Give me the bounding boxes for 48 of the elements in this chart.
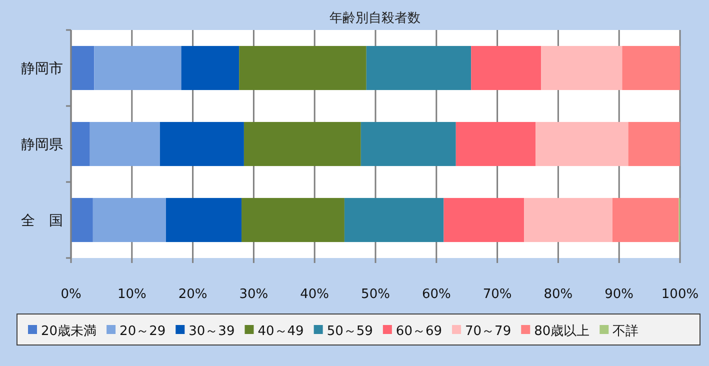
chart-title: 年齢別自殺者数 bbox=[330, 11, 420, 26]
x-tick-label: 20% bbox=[178, 287, 208, 302]
bar bbox=[242, 198, 344, 242]
bar bbox=[71, 198, 93, 242]
x-tick-label: 30% bbox=[239, 287, 268, 302]
x-tick-label: 10% bbox=[117, 287, 146, 302]
legend-label: 30～39 bbox=[188, 324, 235, 339]
x-tick-label: 0% bbox=[60, 287, 82, 302]
legend-label: 70～79 bbox=[465, 324, 512, 339]
bar bbox=[612, 198, 679, 242]
legend-label: 20歳未満 bbox=[41, 324, 97, 339]
y-tick-label: 静岡市 bbox=[21, 61, 63, 77]
bar bbox=[181, 46, 240, 90]
x-tick-label: 60% bbox=[422, 287, 451, 302]
bar bbox=[71, 46, 94, 90]
legend-label: 60～69 bbox=[396, 324, 442, 339]
bar bbox=[524, 198, 612, 242]
bar bbox=[456, 122, 536, 166]
bar bbox=[166, 198, 242, 242]
legend-label: 80歳以上 bbox=[534, 324, 590, 339]
bar bbox=[360, 122, 456, 166]
bar bbox=[92, 198, 166, 242]
bar bbox=[628, 122, 680, 166]
legend-label: 20～29 bbox=[120, 324, 166, 339]
x-tick-label: 100% bbox=[661, 287, 699, 302]
y-tick-label: 静岡県 bbox=[21, 137, 63, 153]
legend-label: 不詳 bbox=[612, 324, 639, 339]
bar bbox=[94, 46, 182, 90]
bar bbox=[622, 46, 680, 90]
bar bbox=[366, 46, 472, 90]
bar bbox=[90, 122, 160, 166]
bar bbox=[71, 122, 90, 166]
bar bbox=[244, 122, 361, 166]
bar bbox=[239, 46, 366, 90]
legend-label: 50～59 bbox=[326, 324, 373, 339]
bar bbox=[160, 122, 244, 166]
bar bbox=[344, 198, 444, 242]
y-tick-label: 全 国 bbox=[21, 213, 63, 229]
legend-label: 40～49 bbox=[258, 324, 304, 339]
bar bbox=[541, 46, 622, 90]
bar bbox=[536, 122, 628, 166]
x-tick-label: 70% bbox=[482, 287, 512, 302]
bar bbox=[471, 46, 542, 90]
x-tick-label: 40% bbox=[300, 287, 330, 302]
x-tick-label: 50% bbox=[361, 287, 390, 302]
bar bbox=[444, 198, 524, 242]
x-tick-label: 90% bbox=[604, 287, 634, 302]
x-tick-label: 80% bbox=[544, 287, 573, 302]
